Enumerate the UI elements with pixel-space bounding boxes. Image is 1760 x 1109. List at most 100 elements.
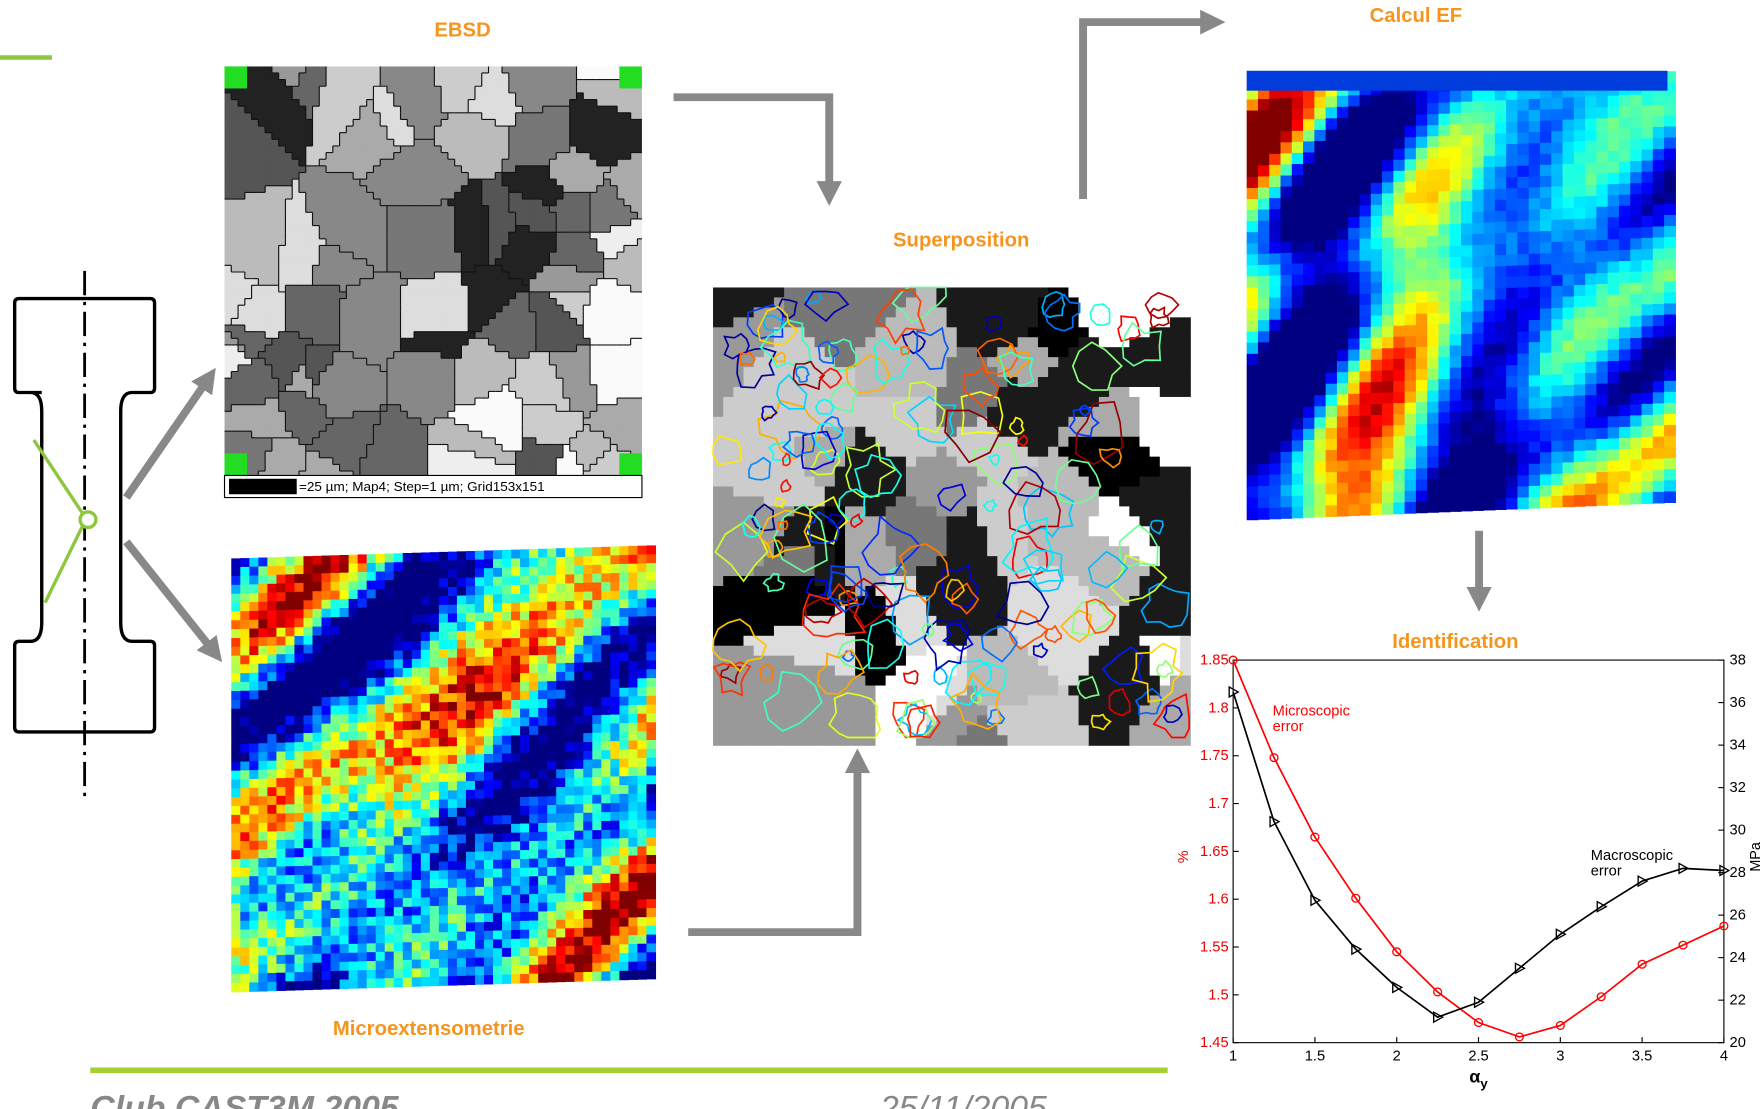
grain-cell — [637, 411, 644, 418]
grain-cell — [387, 279, 394, 286]
grain-cell — [570, 172, 577, 179]
grain-cell — [333, 106, 340, 113]
grain-cell — [455, 199, 462, 206]
grain-cell — [461, 159, 468, 166]
grain-cell — [631, 444, 638, 451]
grain-cell — [421, 186, 428, 193]
grain-cell — [394, 425, 401, 432]
grain-cell — [441, 312, 448, 319]
grain-cell — [468, 411, 475, 418]
grain-cell — [604, 279, 611, 286]
grain-cell — [509, 66, 516, 73]
grain-cell — [590, 352, 597, 359]
grain-cell — [299, 431, 306, 438]
grain-cell — [231, 232, 238, 239]
grain-cell — [401, 146, 408, 153]
grain-cell — [475, 252, 482, 259]
grain-cell — [258, 133, 265, 140]
grain-cell — [509, 398, 516, 405]
grain-cell — [333, 405, 340, 412]
grain-cell — [516, 365, 523, 372]
grain-cell — [394, 232, 401, 239]
grain-cell — [434, 425, 441, 432]
grain-cell — [245, 365, 252, 372]
grain-cell — [231, 418, 238, 425]
grain-cell — [360, 411, 367, 418]
grain-cell — [549, 252, 556, 259]
grain-cell — [577, 365, 584, 372]
grain-cell — [319, 431, 326, 438]
grain-cell — [394, 93, 401, 100]
grain-cell — [434, 226, 441, 233]
grain-cell — [367, 139, 374, 146]
grain-cell — [401, 312, 408, 319]
grain-cell — [610, 166, 617, 173]
grain-cell — [428, 239, 435, 246]
grain-cell — [563, 66, 570, 73]
grain-cell — [306, 365, 313, 372]
grain-cell — [475, 279, 482, 286]
grain-cell — [536, 312, 543, 319]
grain-cell — [387, 444, 394, 451]
grain-cell — [353, 372, 360, 379]
grain-cell — [604, 259, 611, 266]
grain-cell — [272, 358, 279, 365]
grain-cell — [637, 192, 644, 199]
grain-cell — [495, 199, 502, 206]
grain-cell — [455, 299, 462, 306]
grain-cell — [272, 338, 279, 345]
grain-cell — [590, 80, 597, 87]
grain-cell — [631, 378, 638, 385]
grain-cell — [489, 279, 496, 286]
grain-cell — [373, 206, 380, 213]
grain-cell — [292, 292, 299, 299]
grain-cell — [522, 365, 529, 372]
grain-cell — [543, 126, 550, 133]
grain-cell — [441, 299, 448, 306]
grain-cell — [252, 245, 259, 252]
grain-cell — [516, 206, 523, 213]
grain-cell — [590, 126, 597, 133]
grain-cell — [549, 352, 556, 359]
grain-cell — [319, 245, 326, 252]
grain-cell — [536, 352, 543, 359]
grain-cell — [245, 179, 252, 186]
grain-cell — [299, 226, 306, 233]
grain-cell — [468, 431, 475, 438]
grain-cell — [637, 312, 644, 319]
grain-cell — [373, 285, 380, 292]
grain-cell — [360, 299, 367, 306]
grain-cell — [387, 146, 394, 153]
grain-cell — [285, 312, 292, 319]
grain-cell — [252, 100, 259, 107]
grain-cell — [225, 172, 232, 179]
grain-cell — [441, 219, 448, 226]
grain-cell — [414, 285, 421, 292]
grain-cell — [380, 113, 387, 120]
grain-cell — [414, 305, 421, 312]
grain-cell — [313, 325, 320, 332]
grain-cell — [590, 219, 597, 226]
grain-cell — [495, 451, 502, 458]
grain-cell — [516, 325, 523, 332]
grain-cell — [414, 451, 421, 458]
grain-cell — [306, 66, 313, 73]
grain-cell — [407, 232, 414, 239]
grain-cell — [563, 86, 570, 93]
grain-cell — [461, 226, 468, 233]
grain-cell — [387, 318, 394, 325]
grain-cell — [252, 159, 259, 166]
grain-cell — [387, 66, 394, 73]
grain-cell — [258, 206, 265, 213]
grain-cell — [313, 345, 320, 352]
grain-cell — [617, 252, 624, 259]
grain-cell — [292, 206, 299, 213]
grain-cell — [272, 299, 279, 306]
grain-cell — [475, 232, 482, 239]
grain-cell — [238, 292, 245, 299]
grain-cell — [502, 451, 509, 458]
grain-cell — [421, 159, 428, 166]
grain-cell — [522, 358, 529, 365]
grain-cell — [563, 299, 570, 306]
grain-cell — [536, 378, 543, 385]
